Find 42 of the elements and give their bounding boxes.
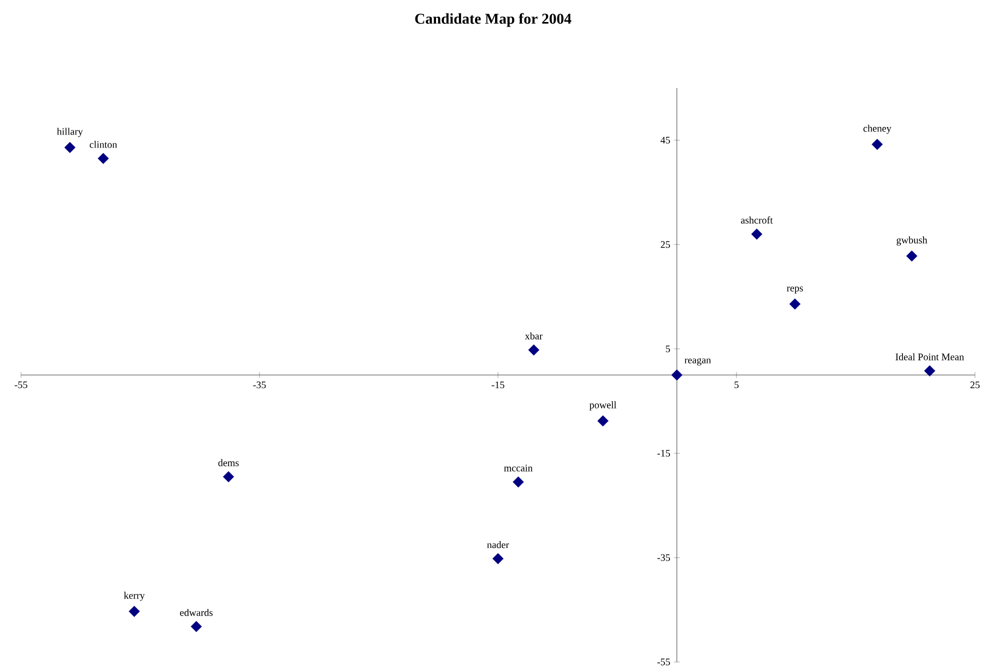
annotation: Ideal Point Mean bbox=[896, 353, 964, 360]
point bbox=[222, 471, 234, 482]
y-tick-label: 45 bbox=[660, 136, 670, 144]
point bbox=[789, 298, 801, 310]
x-tick-label: 5 bbox=[734, 382, 739, 388]
y-tick-label: -15 bbox=[657, 450, 670, 457]
annotation: dems bbox=[218, 459, 239, 466]
annotation: reagan bbox=[684, 358, 711, 366]
x-tick-label: -35 bbox=[253, 382, 266, 388]
point bbox=[528, 344, 540, 356]
y-tick-label: -35 bbox=[657, 554, 670, 561]
point bbox=[597, 415, 609, 426]
annotation: xbar bbox=[524, 332, 543, 340]
chart-title: Candidate Map for 2004 bbox=[415, 13, 572, 27]
y-tick-label: -55 bbox=[657, 658, 670, 666]
annotation: reps bbox=[786, 286, 803, 294]
annotation: edwards bbox=[180, 608, 213, 616]
annotation: hillary bbox=[56, 128, 83, 137]
point bbox=[512, 476, 524, 488]
annotation: kerry bbox=[124, 592, 145, 601]
point bbox=[492, 553, 504, 564]
point bbox=[671, 369, 682, 381]
point bbox=[128, 606, 140, 617]
point bbox=[872, 138, 883, 150]
x-tick-label: -55 bbox=[14, 382, 28, 388]
point bbox=[190, 620, 202, 632]
y-tick-label: 5 bbox=[666, 346, 670, 352]
x-tick-label: 25 bbox=[970, 382, 980, 388]
annotation: nader bbox=[487, 541, 510, 548]
annotation: powell bbox=[589, 401, 616, 410]
x-tick-label: -15 bbox=[492, 382, 504, 388]
annotation: ashcroft bbox=[741, 216, 773, 224]
point bbox=[64, 142, 76, 154]
point bbox=[924, 365, 936, 376]
point bbox=[906, 250, 918, 262]
y-tick-label: 25 bbox=[660, 241, 670, 248]
annotation: gwbush bbox=[896, 236, 928, 246]
annotation: cheney bbox=[863, 124, 892, 134]
point bbox=[751, 228, 762, 240]
annotation: mccain bbox=[504, 464, 533, 472]
point bbox=[98, 152, 109, 164]
annotation: clinton bbox=[90, 140, 118, 148]
